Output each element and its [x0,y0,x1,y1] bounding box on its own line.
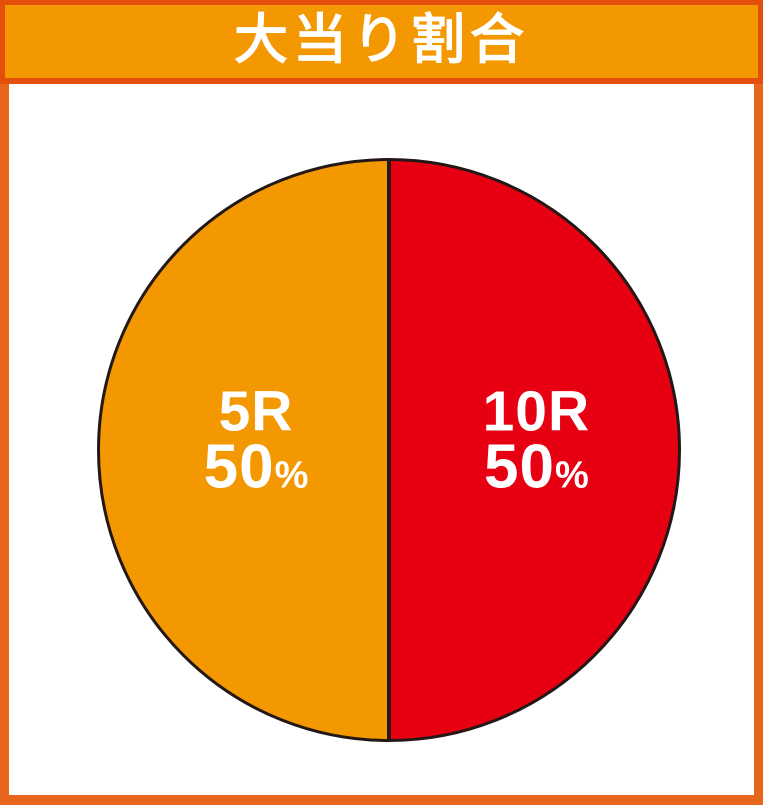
slice-10r-value: 50% [483,437,591,499]
slice-10r-name: 10R [482,380,591,444]
chart-area: 5R 50% 10R 50% [0,84,763,805]
page-title: 大当り割合 [234,9,529,70]
pie-label-5r: 5R 50% [204,380,309,499]
slice-5r-value: 50% [204,437,309,499]
panel-header: 大当り割合 [0,0,763,84]
slice-10r-value-unit: % [554,455,589,497]
pie-slice-divider [387,161,391,739]
slice-5r-value-number: 50 [203,433,275,502]
pie-chart: 5R 50% 10R 50% [97,158,681,742]
pie-label-10r: 10R 50% [482,380,591,499]
slice-10r-value-number: 50 [483,433,555,502]
slice-5r-name: 5R [218,380,294,444]
slice-5r-value-unit: % [274,455,309,497]
